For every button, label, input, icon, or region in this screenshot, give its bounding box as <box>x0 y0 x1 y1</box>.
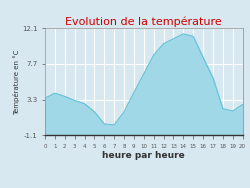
Y-axis label: Température en °C: Température en °C <box>13 49 20 114</box>
X-axis label: heure par heure: heure par heure <box>102 151 185 160</box>
Title: Evolution de la température: Evolution de la température <box>66 17 222 27</box>
